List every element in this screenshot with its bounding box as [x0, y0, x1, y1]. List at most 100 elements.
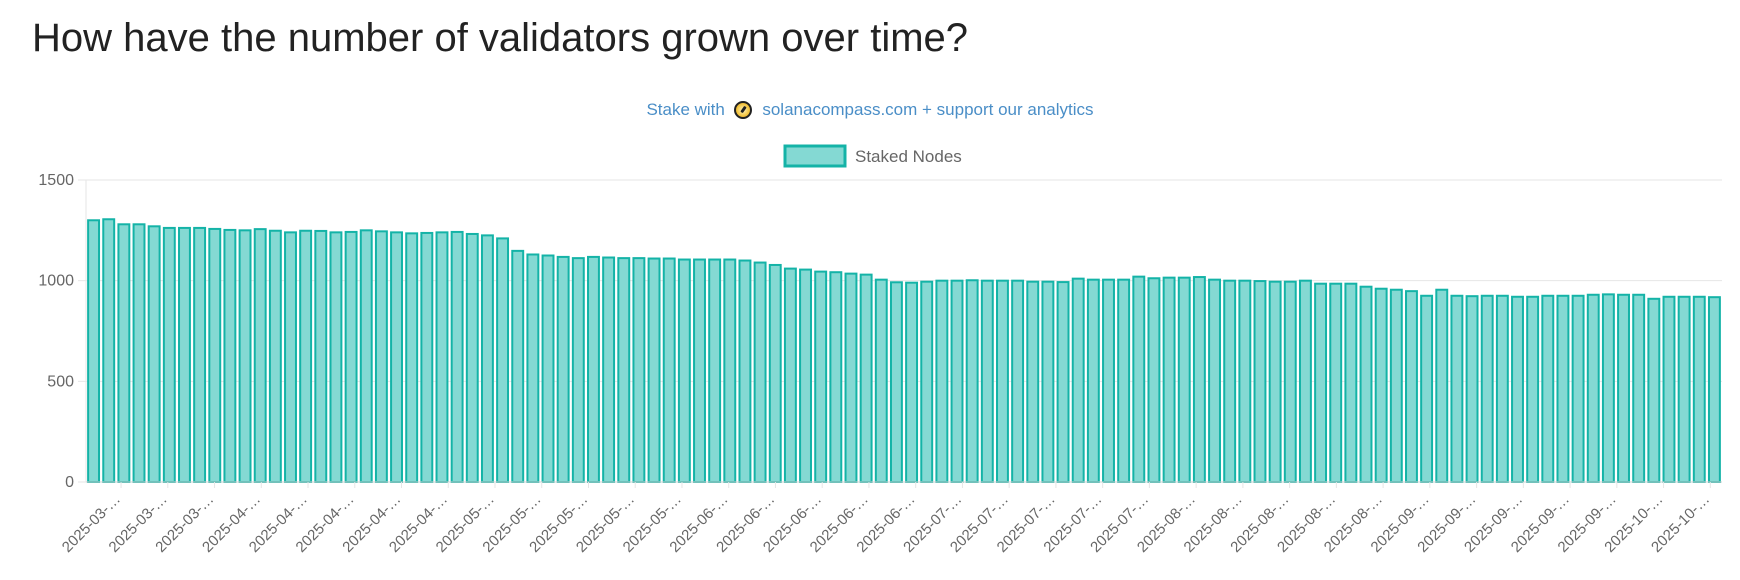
bar[interactable] — [647, 257, 661, 483]
bar[interactable] — [314, 229, 328, 483]
bar[interactable] — [193, 226, 207, 483]
bar[interactable] — [1480, 294, 1494, 483]
bar[interactable] — [223, 228, 237, 483]
bar[interactable] — [753, 261, 767, 483]
bar[interactable] — [1707, 296, 1721, 483]
bar[interactable] — [829, 271, 843, 483]
bar[interactable] — [1192, 276, 1206, 484]
bar[interactable] — [1662, 295, 1676, 483]
bar[interactable] — [905, 281, 919, 483]
bar[interactable] — [1071, 277, 1085, 483]
bar[interactable] — [1102, 278, 1115, 483]
bar[interactable] — [1359, 285, 1373, 483]
bar[interactable] — [920, 280, 934, 484]
bar[interactable] — [708, 258, 722, 483]
bar[interactable] — [1298, 279, 1312, 484]
bar[interactable] — [1086, 278, 1100, 483]
bar[interactable] — [526, 253, 540, 483]
bar[interactable] — [556, 255, 570, 483]
bar[interactable] — [496, 237, 510, 483]
bar[interactable] — [268, 229, 282, 483]
bar[interactable] — [1435, 288, 1449, 484]
bar[interactable] — [253, 228, 267, 483]
bar[interactable] — [1617, 293, 1630, 484]
bar[interactable] — [723, 258, 737, 483]
bar[interactable] — [1647, 297, 1661, 484]
bar[interactable] — [1177, 276, 1191, 483]
bar[interactable] — [1026, 280, 1040, 484]
bar[interactable] — [541, 254, 555, 483]
bar[interactable] — [587, 255, 600, 483]
bar[interactable] — [859, 273, 873, 483]
bar[interactable] — [1132, 275, 1146, 484]
bar[interactable] — [693, 258, 706, 483]
bar[interactable] — [1223, 279, 1237, 484]
bar[interactable] — [374, 230, 388, 483]
bar[interactable] — [420, 231, 434, 483]
bar[interactable] — [1208, 278, 1221, 483]
bar[interactable] — [1511, 295, 1524, 483]
promo-link[interactable]: solanacompass.com + support our analytic… — [762, 100, 1094, 119]
bar[interactable] — [405, 232, 419, 483]
bar[interactable] — [799, 268, 812, 483]
bar[interactable] — [87, 219, 101, 484]
bar[interactable] — [1253, 280, 1267, 483]
bar[interactable] — [1420, 294, 1434, 483]
bar[interactable] — [1268, 280, 1282, 484]
bar[interactable] — [1238, 279, 1252, 484]
bar[interactable] — [480, 234, 494, 483]
bar[interactable] — [435, 231, 449, 483]
bar[interactable] — [1011, 279, 1025, 484]
bar[interactable] — [677, 258, 691, 483]
bar[interactable] — [359, 229, 373, 483]
bar[interactable] — [814, 270, 828, 483]
bar[interactable] — [1041, 280, 1055, 484]
bar[interactable] — [1314, 282, 1328, 483]
bar[interactable] — [1329, 282, 1343, 483]
legend-label[interactable]: Staked Nodes — [855, 147, 962, 166]
bar[interactable] — [299, 229, 313, 483]
bar[interactable] — [1465, 295, 1479, 484]
bar[interactable] — [450, 230, 464, 483]
bar[interactable] — [662, 257, 676, 483]
bar[interactable] — [1344, 282, 1358, 483]
bar[interactable] — [1147, 277, 1161, 483]
bar[interactable] — [632, 257, 646, 483]
bar[interactable] — [1495, 294, 1509, 483]
legend-swatch[interactable] — [783, 144, 847, 168]
bar[interactable] — [1056, 281, 1070, 483]
bar[interactable] — [602, 256, 616, 484]
bar[interactable] — [1162, 276, 1176, 483]
bar[interactable] — [571, 257, 585, 483]
bar[interactable] — [935, 279, 949, 484]
bar[interactable] — [329, 231, 343, 483]
bar[interactable] — [1283, 280, 1297, 484]
bar[interactable] — [284, 231, 297, 483]
bar[interactable] — [768, 263, 782, 483]
bar[interactable] — [1556, 294, 1570, 483]
bar[interactable] — [874, 278, 888, 483]
bar[interactable] — [390, 231, 403, 483]
bar[interactable] — [465, 232, 479, 483]
bar[interactable] — [132, 223, 146, 483]
bar[interactable] — [844, 272, 858, 483]
bar[interactable] — [889, 281, 903, 483]
bar[interactable] — [1526, 295, 1540, 483]
bar[interactable] — [208, 227, 222, 483]
bar[interactable] — [511, 249, 525, 483]
bar[interactable] — [1632, 293, 1646, 484]
bar[interactable] — [738, 259, 752, 483]
bar[interactable] — [1450, 294, 1464, 483]
bar[interactable] — [965, 279, 979, 484]
bar[interactable] — [1601, 293, 1615, 483]
bar[interactable] — [1389, 288, 1403, 484]
bar[interactable] — [238, 229, 252, 483]
bar[interactable] — [102, 218, 116, 483]
bar[interactable] — [344, 230, 358, 483]
bar[interactable] — [950, 279, 964, 484]
bar[interactable] — [162, 226, 176, 483]
bar[interactable] — [783, 267, 797, 483]
bar[interactable] — [617, 257, 631, 483]
bar[interactable] — [1405, 290, 1418, 484]
bar[interactable] — [1586, 293, 1600, 484]
